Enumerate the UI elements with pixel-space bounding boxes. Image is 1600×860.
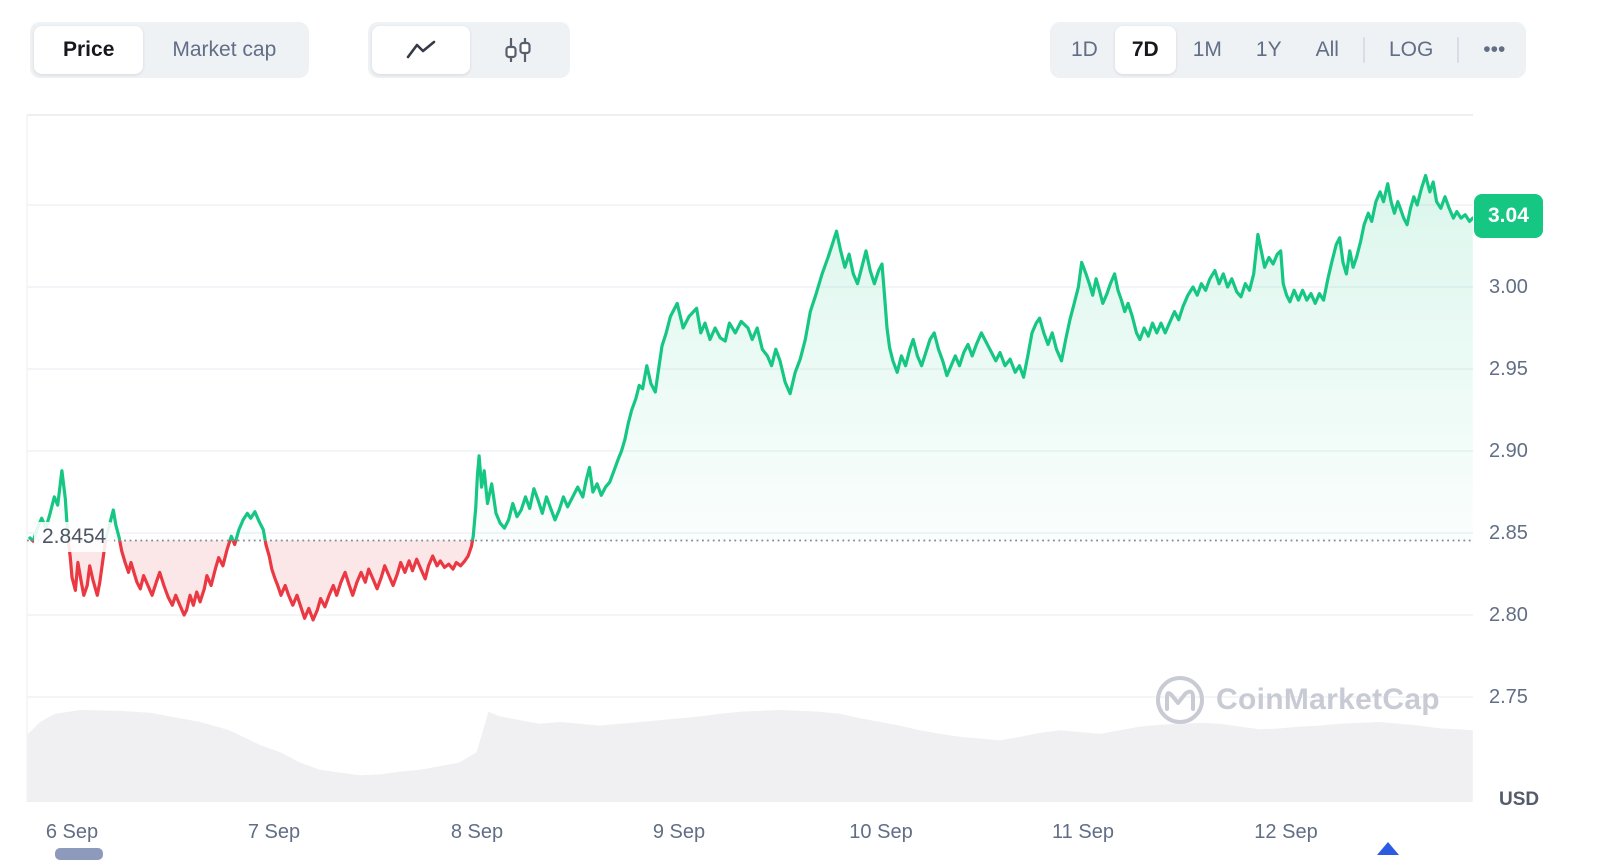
timeline-scroll-handle[interactable]	[55, 848, 103, 860]
range-toggle: 1D 7D 1M 1Y All LOG •••	[1050, 22, 1527, 78]
baseline-price-label: 2.8454	[34, 522, 115, 552]
x-axis-label: 11 Sep	[1052, 821, 1114, 843]
line-chart-button[interactable]	[372, 26, 470, 74]
price-line-up	[28, 173, 1473, 541]
price-area-above-baseline	[29, 175, 1473, 541]
coinmarketcap-logo-icon	[1154, 674, 1206, 726]
x-axis-label: 8 Sep	[450, 821, 504, 843]
candlestick-icon	[504, 37, 532, 63]
x-axis-label: 6 Sep	[45, 821, 99, 843]
market-cap-tab[interactable]: Market cap	[172, 38, 277, 61]
y-axis-label: 2.95	[1489, 358, 1528, 380]
price-tab[interactable]: Price	[34, 26, 144, 74]
price-area-below-baseline	[32, 540, 473, 620]
x-axis-label: 9 Sep	[652, 821, 706, 843]
chart-type-toggle	[368, 22, 570, 78]
range-1y-button[interactable]: 1Y	[1255, 38, 1282, 61]
toggle-divider	[1457, 37, 1460, 63]
watermark-text: CoinMarketCap	[1216, 683, 1440, 716]
x-axis-label: 10 Sep	[849, 821, 913, 843]
volume-area	[27, 710, 1473, 802]
metric-toggle: Price Market cap	[30, 22, 310, 78]
range-all-button[interactable]: All	[1315, 38, 1339, 61]
range-1d-button[interactable]: 1D	[1071, 38, 1098, 61]
y-axis-label: 3.00	[1489, 276, 1528, 298]
currency-unit-label: USD	[1499, 789, 1540, 810]
x-axis-label: 12 Sep	[1254, 821, 1318, 843]
range-1m-button[interactable]: 1M	[1192, 38, 1222, 61]
more-options-button[interactable]: •••	[1483, 38, 1506, 61]
event-marker-icon[interactable]	[1377, 842, 1399, 855]
last-price-badge: 3.04	[1474, 194, 1543, 238]
y-axis-label: 2.85	[1489, 522, 1528, 544]
log-scale-button[interactable]: LOG	[1388, 38, 1434, 61]
watermark: CoinMarketCap	[1154, 674, 1440, 726]
x-axis-label: 7 Sep	[247, 821, 301, 843]
y-axis-label: 2.90	[1489, 440, 1528, 462]
y-axis-label: 2.80	[1489, 604, 1528, 626]
toggle-divider	[1362, 37, 1365, 63]
candlestick-chart-button[interactable]	[470, 26, 566, 74]
y-axis-label: 2.75	[1489, 686, 1528, 708]
range-7d-button[interactable]: 7D	[1114, 26, 1176, 74]
line-chart-icon	[406, 40, 436, 60]
